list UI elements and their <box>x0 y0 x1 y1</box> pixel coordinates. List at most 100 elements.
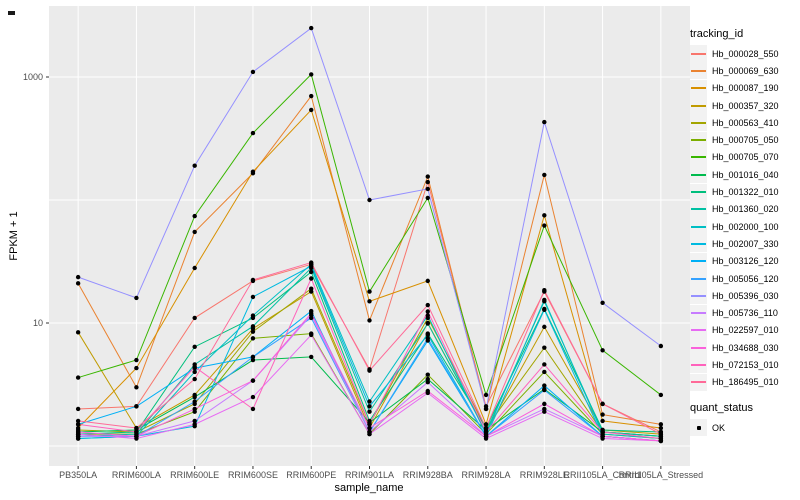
data-point-Hb_000028_550 <box>192 315 197 321</box>
data-point-Hb_000087_190 <box>600 418 605 424</box>
data-point-Hb_005396_030 <box>658 343 664 349</box>
legend-item-Hb_005396_030: Hb_005396_030 <box>690 287 800 305</box>
data-point-Hb_002007_330 <box>250 294 256 300</box>
legend-line-icon <box>691 312 706 315</box>
legend-line-icon <box>691 225 706 228</box>
data-point-Hb_186495_010 <box>134 425 139 431</box>
data-point-Hb_001016_040 <box>192 394 197 400</box>
legend-label: Hb_002007_330 <box>712 238 779 249</box>
legend-key <box>690 252 707 270</box>
data-point-Hb_001360_020 <box>367 409 372 414</box>
legend-key-ok <box>690 419 707 437</box>
data-point-Hb_000705_070 <box>542 223 547 228</box>
data-point-Hb_000563_410 <box>542 345 547 350</box>
data-point-Hb_022597_010 <box>250 394 256 400</box>
data-point-Hb_001016_040 <box>309 354 314 360</box>
x-tick-label: RRII105LA_Stressed <box>619 470 704 480</box>
legend-line-icon <box>691 104 706 107</box>
data-point-Hb_005056_120 <box>192 399 197 404</box>
data-point-Hb_001016_040 <box>250 357 256 363</box>
legend-key <box>690 304 707 322</box>
data-point-Hb_034688_030 <box>600 434 605 439</box>
data-point-Hb_000705_070 <box>600 348 605 353</box>
data-point-Hb_000357_320 <box>75 330 81 335</box>
data-point-Hb_186495_010 <box>309 260 314 265</box>
data-point-Hb_000069_630 <box>75 281 81 286</box>
legend-item-Hb_005056_120: Hb_005056_120 <box>690 270 800 287</box>
legend-label-ok: OK <box>712 422 726 433</box>
data-point-Hb_000357_320 <box>542 324 547 330</box>
data-point-Hb_001360_020 <box>425 321 430 326</box>
data-point-Hb_072153_010 <box>75 422 81 427</box>
legend-color-items: Hb_000028_550 Hb_000069_630 Hb_000087_190 H… <box>690 45 800 391</box>
legend-label: Hb_003126_120 <box>712 256 779 267</box>
data-point-Hb_000087_190 <box>134 365 139 371</box>
legend-item-Hb_022597_010: Hb_022597_010 <box>690 321 800 339</box>
data-point-Hb_034688_030 <box>367 425 372 431</box>
data-point-Hb_001360_020 <box>250 324 256 329</box>
legend-key <box>690 287 707 305</box>
data-point-Hb_000087_190 <box>250 169 256 174</box>
data-point-Hb_002000_100 <box>367 399 372 404</box>
data-point-Hb_005056_120 <box>250 354 256 360</box>
legend-key <box>690 148 707 166</box>
x-tick-label: RRIM928BA <box>403 470 453 480</box>
data-point-Hb_000069_630 <box>367 318 372 323</box>
data-point-Hb_072153_010 <box>309 276 314 281</box>
legend-key <box>690 79 707 97</box>
data-point-Hb_002000_100 <box>425 313 430 318</box>
data-point-Hb_005056_120 <box>542 387 547 393</box>
data-point-Hb_005396_030 <box>483 406 489 412</box>
data-point-Hb_072153_010 <box>250 406 256 412</box>
data-point-Hb_186495_010 <box>425 302 430 308</box>
data-point-Hb_022597_010 <box>309 332 314 338</box>
legend-item-Hb_005736_110: Hb_005736_110 <box>690 304 800 322</box>
data-point-Hb_072153_010 <box>134 429 139 435</box>
legend-item-Hb_001322_010: Hb_001322_010 <box>690 183 800 201</box>
legend-item-ok: OK <box>690 419 800 437</box>
legend-item-Hb_186495_010: Hb_186495_010 <box>690 373 800 391</box>
legend-line-icon <box>691 294 706 297</box>
data-point-Hb_034688_030 <box>425 388 430 394</box>
data-point-Hb_186495_010 <box>483 425 489 431</box>
data-point-Hb_005396_030 <box>250 69 256 75</box>
legend-item-Hb_003126_120: Hb_003126_120 <box>690 252 800 270</box>
data-point-Hb_034688_030 <box>192 406 197 412</box>
screen-artifact <box>8 11 15 15</box>
y-axis-title: FPKM + 1 <box>8 211 20 261</box>
legend-item-Hb_001360_020: Hb_001360_020 <box>690 200 800 218</box>
data-point-Hb_001322_010 <box>367 418 372 424</box>
legend-key <box>690 131 707 149</box>
data-point-Hb_005396_030 <box>134 295 139 301</box>
legend-line-icon <box>691 173 706 176</box>
x-axis-title: sample_name <box>334 482 404 494</box>
data-point-Hb_001322_010 <box>309 269 314 275</box>
data-point-Hb_005396_030 <box>192 163 197 168</box>
legend-key <box>690 339 707 357</box>
legend-line-icon <box>691 87 706 90</box>
legend-label: Hb_000705_070 <box>712 152 779 163</box>
legend-line-icon <box>691 329 706 332</box>
data-point-Hb_022597_010 <box>367 431 372 437</box>
legend-item-Hb_000069_630: Hb_000069_630 <box>690 62 800 80</box>
data-point-Hb_001016_040 <box>425 376 430 382</box>
x-tick-label: RRII105LA_Control <box>564 470 642 480</box>
legend-item-Hb_072153_010: Hb_072153_010 <box>690 356 800 374</box>
legend-line-icon <box>691 381 706 384</box>
legend-item-Hb_002000_100: Hb_002000_100 <box>690 218 800 236</box>
data-point-Hb_022597_010 <box>542 409 547 414</box>
data-point-Hb_186495_010 <box>658 431 664 437</box>
data-point-Hb_002007_330 <box>309 263 314 269</box>
data-point-Hb_002007_330 <box>542 307 547 313</box>
data-point-Hb_000087_190 <box>483 422 489 427</box>
data-point-Hb_000069_630 <box>600 412 605 417</box>
legend-item-Hb_002007_330: Hb_002007_330 <box>690 235 800 253</box>
data-point-Hb_005736_110 <box>192 418 197 424</box>
data-point-Hb_186495_010 <box>542 287 547 293</box>
y-tick-label: 1000 <box>23 72 43 82</box>
legend-label: Hb_001016_040 <box>712 169 779 180</box>
legend-label: Hb_001360_020 <box>712 204 779 215</box>
data-point-Hb_072153_010 <box>600 429 605 435</box>
data-point-Hb_072153_010 <box>658 436 664 441</box>
legend-item-Hb_000705_070: Hb_000705_070 <box>690 148 800 166</box>
